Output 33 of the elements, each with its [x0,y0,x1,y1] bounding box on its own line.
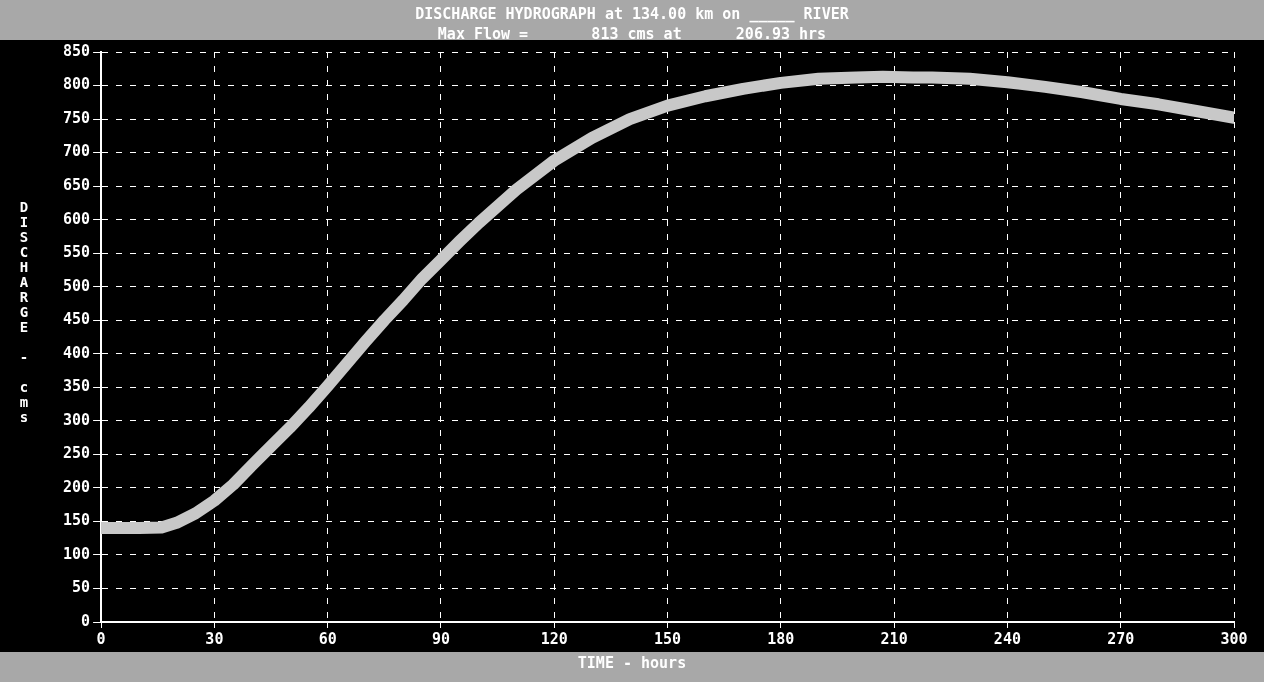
y-tick-label: 850 [63,41,91,60]
y-tick-label: 400 [63,343,91,362]
x-tick-label: 180 [767,629,795,648]
x-tick-label: 120 [540,629,568,648]
y-tick-label: 750 [63,108,91,127]
y-tick-label: 350 [63,377,91,396]
x-tick-label: 60 [318,629,337,648]
y-tick-label: 300 [63,410,91,429]
y-tick-label: 50 [72,578,91,597]
text: DISCHARGE - cms [19,199,29,425]
x-tick-label: 300 [1220,629,1248,648]
x-tick-label: 240 [993,629,1021,648]
y-tick-label: 800 [63,75,91,94]
x-tick-label: 0 [96,629,106,648]
y-tick-label: 100 [63,544,91,563]
x-axis-title: TIME - hours [576,654,688,672]
y-tick-label: 700 [63,142,91,161]
y-tick-label: 0 [81,611,91,630]
y-tick-label: 450 [63,310,91,329]
chart-subtitle: Max Flow = 813 cms at 206.93 hrs [437,25,827,43]
x-tick-label: 210 [880,629,908,648]
y-tick-label: 150 [63,511,91,530]
x-tick-label: 270 [1107,629,1135,648]
x-tick-label: 150 [654,629,682,648]
y-tick-label: 650 [63,176,91,195]
y-tick-label: 250 [63,444,91,463]
y-tick-label: 600 [63,209,91,228]
y-tick-label: 550 [63,243,91,262]
x-tick-label: 90 [431,629,450,648]
y-tick-label: 500 [63,276,91,295]
x-tick-label: 30 [205,629,224,648]
y-tick-label: 200 [63,477,91,496]
chart-title: DISCHARGE HYDROGRAPH at 134.00 km on _____ RIVER [414,4,850,24]
